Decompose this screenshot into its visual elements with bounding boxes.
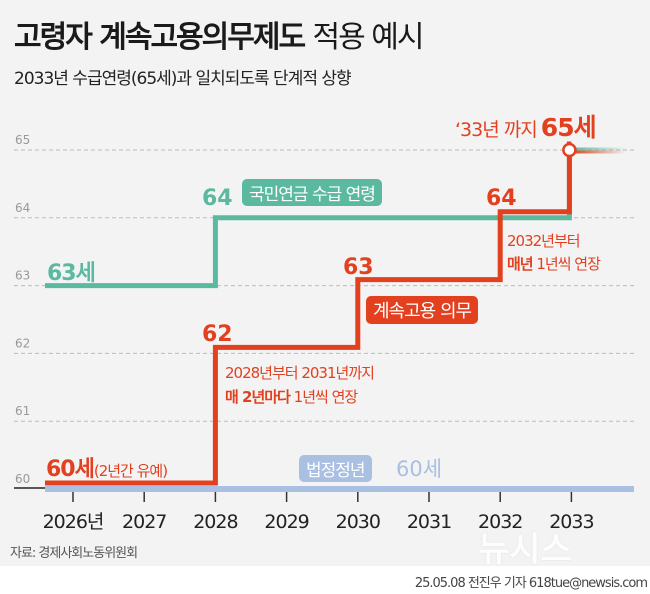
series-pension-line [45, 147, 572, 289]
credit: 25.05.08 전진우 기자 618tue@newsis.com [414, 576, 648, 591]
x-tick-label: 2030 [336, 511, 380, 533]
final-value: 65세 [540, 113, 597, 142]
step-chart: 60 61 62 63 64 65 2026년 2027 2028 2029 2030 2031 203… [14, 133, 636, 533]
legend-pension: 국민연금 수급 연령 [242, 179, 382, 206]
label-emp-63: 63 [343, 255, 374, 280]
x-tick-label: 2028 [193, 511, 237, 533]
x-tick-label: 2029 [264, 511, 308, 533]
x-tick-label: 2032 [478, 511, 522, 533]
note-2028-line2: 매 2년마다 1년씩 연장 [225, 386, 359, 407]
pension-tail [571, 147, 627, 151]
title-light: 적용 예시 [312, 20, 425, 55]
label-emp-60: 60세(2년간 유예) [46, 451, 168, 483]
y-tick-label: 62 [15, 336, 30, 350]
y-tick-label: 65 [15, 133, 30, 147]
y-tick-label: 63 [15, 269, 30, 283]
x-tick-label: 2027 [122, 511, 166, 533]
label-pension-64: 64 [202, 186, 233, 211]
subtitle: 2033년 수급연령(65세)과 일치되도록 단계적 상향 [14, 69, 352, 89]
emp-60-bold: 60세 [46, 457, 95, 482]
title-bold: 고령자 계속고용의무제도 [14, 20, 306, 55]
final-prefix: ‘33년 까지 [455, 119, 538, 141]
y-tick-label: 64 [15, 201, 30, 215]
label-legal-60: 60세 [396, 457, 443, 481]
legend-legal: 법정정년 [299, 455, 372, 482]
y-tick-label: 61 [15, 404, 30, 418]
employment-tail [571, 150, 627, 154]
note-2032-line1: 2032년부터 [507, 232, 581, 250]
source: 자료: 경제사회노동위원회 [10, 546, 138, 561]
note-2028-line1: 2028년부터 2031년까지 [225, 364, 375, 382]
label-pension-63: 63세 [47, 261, 96, 286]
note-2032-rest: 1년씩 연장 [536, 255, 601, 273]
label-final: ‘33년 까지 65세 [455, 108, 597, 144]
legend-employment: 계속고용 의무 [366, 296, 479, 324]
note-2032-line2: 매년 1년씩 연장 [507, 253, 601, 274]
emp-60-note: (2년간 유예) [93, 462, 168, 480]
x-tick-label: 2026년 [43, 511, 104, 533]
x-tick-label: 2031 [407, 511, 451, 533]
note-2028-bold: 매 2년마다 [225, 388, 291, 406]
note-2028-rest: 1년씩 연장 [293, 388, 359, 406]
label-emp-62: 62 [202, 322, 233, 347]
x-tick-label: 2033 [549, 511, 593, 533]
note-2032-bold: 매년 [507, 255, 534, 273]
page-title: 고령자 계속고용의무제도 적용 예시 [14, 12, 425, 56]
infographic: 고령자 계속고용의무제도 적용 예시 2033년 수급연령(65세)과 일치되도… [0, 0, 650, 570]
endpoint-marker [562, 142, 577, 158]
watermark-logo: 뉴시스 [478, 530, 572, 570]
y-tick-label: 60 [15, 472, 30, 486]
series-employment-line [45, 141, 572, 486]
label-emp-64: 64 [486, 186, 517, 211]
